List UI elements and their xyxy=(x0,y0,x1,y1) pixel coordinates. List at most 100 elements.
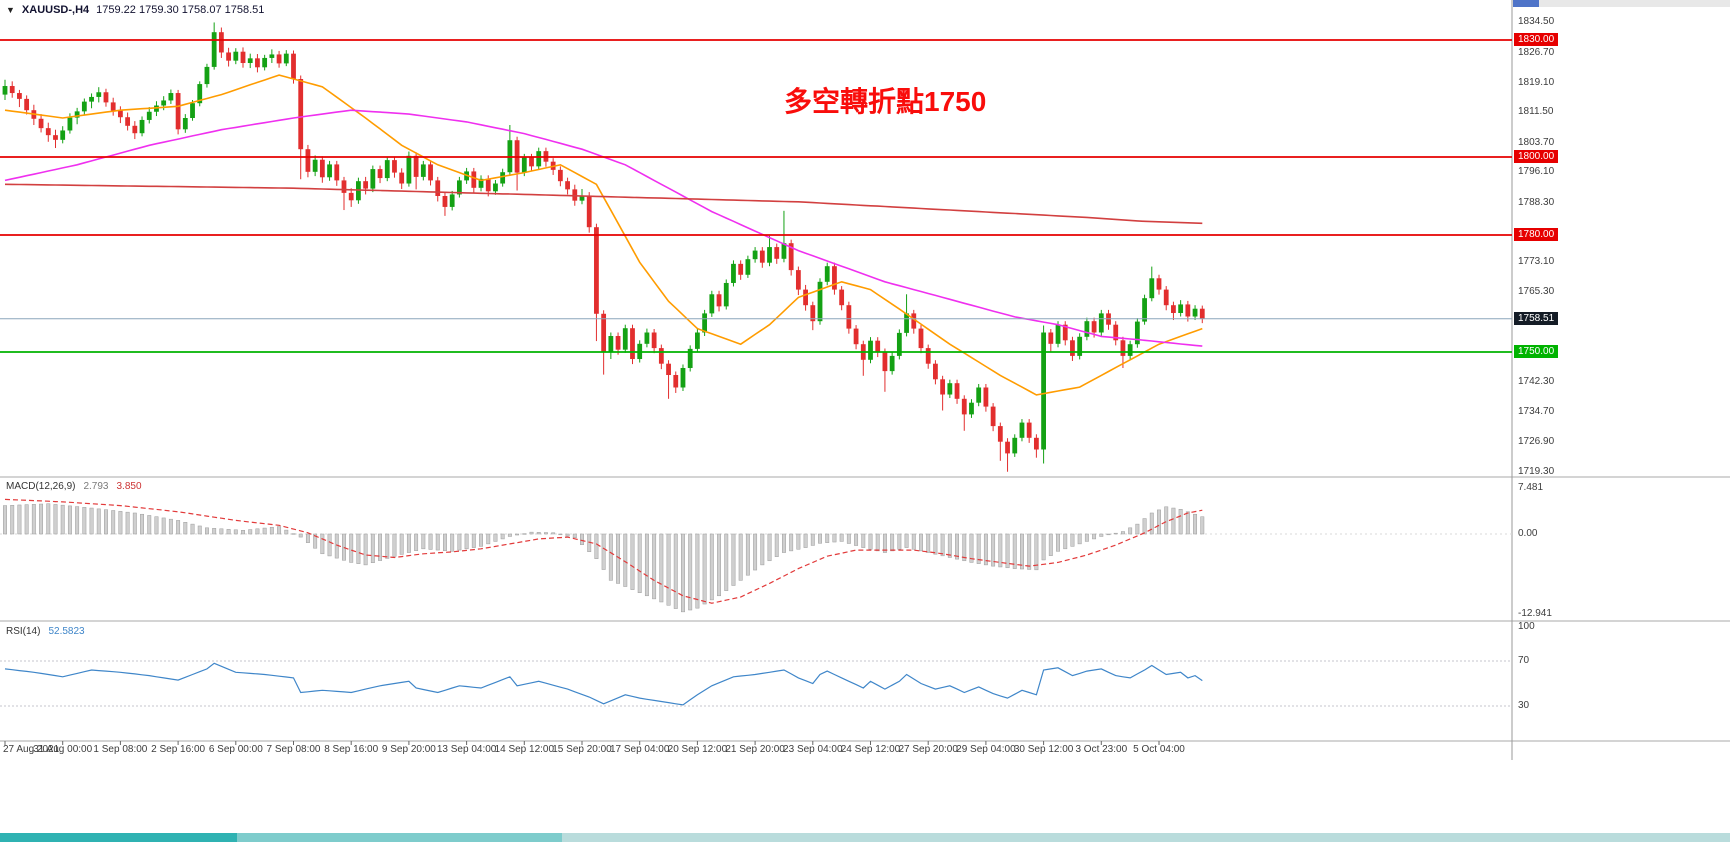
macd-histogram-bar xyxy=(839,533,844,542)
candle-body xyxy=(933,363,938,380)
macd-histogram-bar xyxy=(1106,533,1111,536)
candle-body xyxy=(291,53,296,79)
rsi-line xyxy=(4,662,1203,706)
macd-histogram-bar xyxy=(991,533,996,567)
candle-body xyxy=(1192,308,1198,317)
candle-body xyxy=(795,270,801,290)
candle-body xyxy=(1156,278,1162,290)
macd-histogram-bar xyxy=(435,533,440,551)
macd-histogram-bar xyxy=(1070,533,1075,547)
macd-histogram-bar xyxy=(233,529,238,535)
candle-body xyxy=(745,259,751,275)
macd-histogram-bar xyxy=(846,533,851,544)
candle-body xyxy=(586,195,592,228)
macd-histogram-bar xyxy=(832,533,837,543)
candle-body xyxy=(226,52,231,61)
macd-histogram-bar xyxy=(305,533,310,543)
candle-body xyxy=(1098,313,1104,333)
candle-body xyxy=(781,243,787,259)
candle-body xyxy=(1048,332,1054,344)
candle-body xyxy=(247,58,253,64)
macd-histogram-bar xyxy=(760,533,765,566)
macd-histogram-bar xyxy=(89,507,94,535)
symbol-dropdown-icon[interactable]: ▼ xyxy=(6,5,15,15)
macd-histogram-bar xyxy=(724,533,729,591)
candle-body xyxy=(529,157,534,167)
candle-body xyxy=(298,79,304,150)
macd-histogram-bar xyxy=(818,533,822,544)
macd-histogram-bar xyxy=(731,533,736,586)
candle-body xyxy=(925,348,931,364)
chart-annotation-text[interactable]: 多空轉折點1750 xyxy=(784,86,987,117)
candle-body xyxy=(1127,344,1133,356)
candle-body xyxy=(1055,324,1061,344)
candle-body xyxy=(911,313,917,329)
candle-body xyxy=(132,125,138,134)
macd-histogram-bar xyxy=(255,528,260,535)
macd-histogram-bar xyxy=(868,533,873,550)
macd-histogram-bar xyxy=(118,511,123,535)
scrollbar-thumb[interactable] xyxy=(1513,0,1539,7)
macd-histogram-bar xyxy=(327,533,332,557)
macd-histogram-bar xyxy=(399,533,404,555)
ma-red-line xyxy=(4,183,1203,225)
macd-histogram-bar xyxy=(789,533,794,552)
macd-histogram-bar xyxy=(1056,533,1060,552)
macd-histogram-bar xyxy=(500,533,505,540)
macd-histogram-bar xyxy=(536,532,541,535)
macd-histogram-bar xyxy=(428,533,433,550)
candle-body xyxy=(38,118,44,129)
candle-body xyxy=(622,328,628,350)
macd-histogram-bar xyxy=(1120,531,1125,535)
candle-body xyxy=(803,289,808,306)
time-axis-label: 8 Sep 16:00 xyxy=(324,744,379,755)
candle-body xyxy=(680,367,686,388)
candle-body xyxy=(269,54,275,58)
candle-body xyxy=(9,86,15,94)
macd-histogram-bar xyxy=(623,533,628,587)
macd-histogram-bar xyxy=(1164,506,1169,535)
price-axis-label: 1819.10 xyxy=(1518,76,1555,88)
candle-body xyxy=(1077,336,1083,356)
macd-histogram-bar xyxy=(955,533,959,560)
macd-histogram-bar xyxy=(421,533,426,550)
symbol-info: ▼ XAUUSD-,H4 1759.22 1759.30 1758.07 175… xyxy=(6,4,264,16)
scrollbar-track[interactable] xyxy=(1513,0,1730,7)
candle-body xyxy=(370,169,376,189)
candle-body xyxy=(334,164,340,181)
macd-histogram-bar xyxy=(277,526,282,535)
macd-histogram-bar xyxy=(890,533,895,552)
macd-histogram-bar xyxy=(183,522,188,535)
candle-body xyxy=(997,426,1003,442)
macd-main-value: 2.793 xyxy=(83,481,109,492)
candle-body xyxy=(961,398,967,415)
candle-body xyxy=(2,86,8,95)
candle-body xyxy=(990,406,996,427)
macd-histogram-bar xyxy=(241,530,245,535)
macd-histogram-bar xyxy=(168,518,173,535)
candle-body xyxy=(125,117,131,126)
macd-axis-label: 7.481 xyxy=(1518,481,1544,493)
candle-body xyxy=(1171,305,1176,313)
time-axis-label: 15 Sep 20:00 xyxy=(552,744,612,755)
macd-histogram-bar xyxy=(702,533,707,605)
candle-body xyxy=(565,181,570,190)
macd-histogram-bar xyxy=(897,533,902,550)
macd-histogram-bar xyxy=(1142,518,1147,535)
macd-histogram-bar xyxy=(269,527,274,535)
candle-body xyxy=(262,57,268,68)
candle-body xyxy=(868,340,873,360)
candle-body xyxy=(896,332,902,356)
macd-histogram-bar xyxy=(969,533,974,563)
macd-histogram-bar xyxy=(926,533,931,553)
price-axis-label: 1796.10 xyxy=(1518,166,1555,178)
candle-body xyxy=(17,93,22,99)
candle-body xyxy=(312,159,318,172)
candle-body xyxy=(45,128,51,136)
time-axis-label: 23 Sep 04:00 xyxy=(783,744,843,755)
macd-histogram-bar xyxy=(414,533,419,551)
candle-body xyxy=(146,111,152,120)
macd-histogram-bar xyxy=(854,533,859,546)
